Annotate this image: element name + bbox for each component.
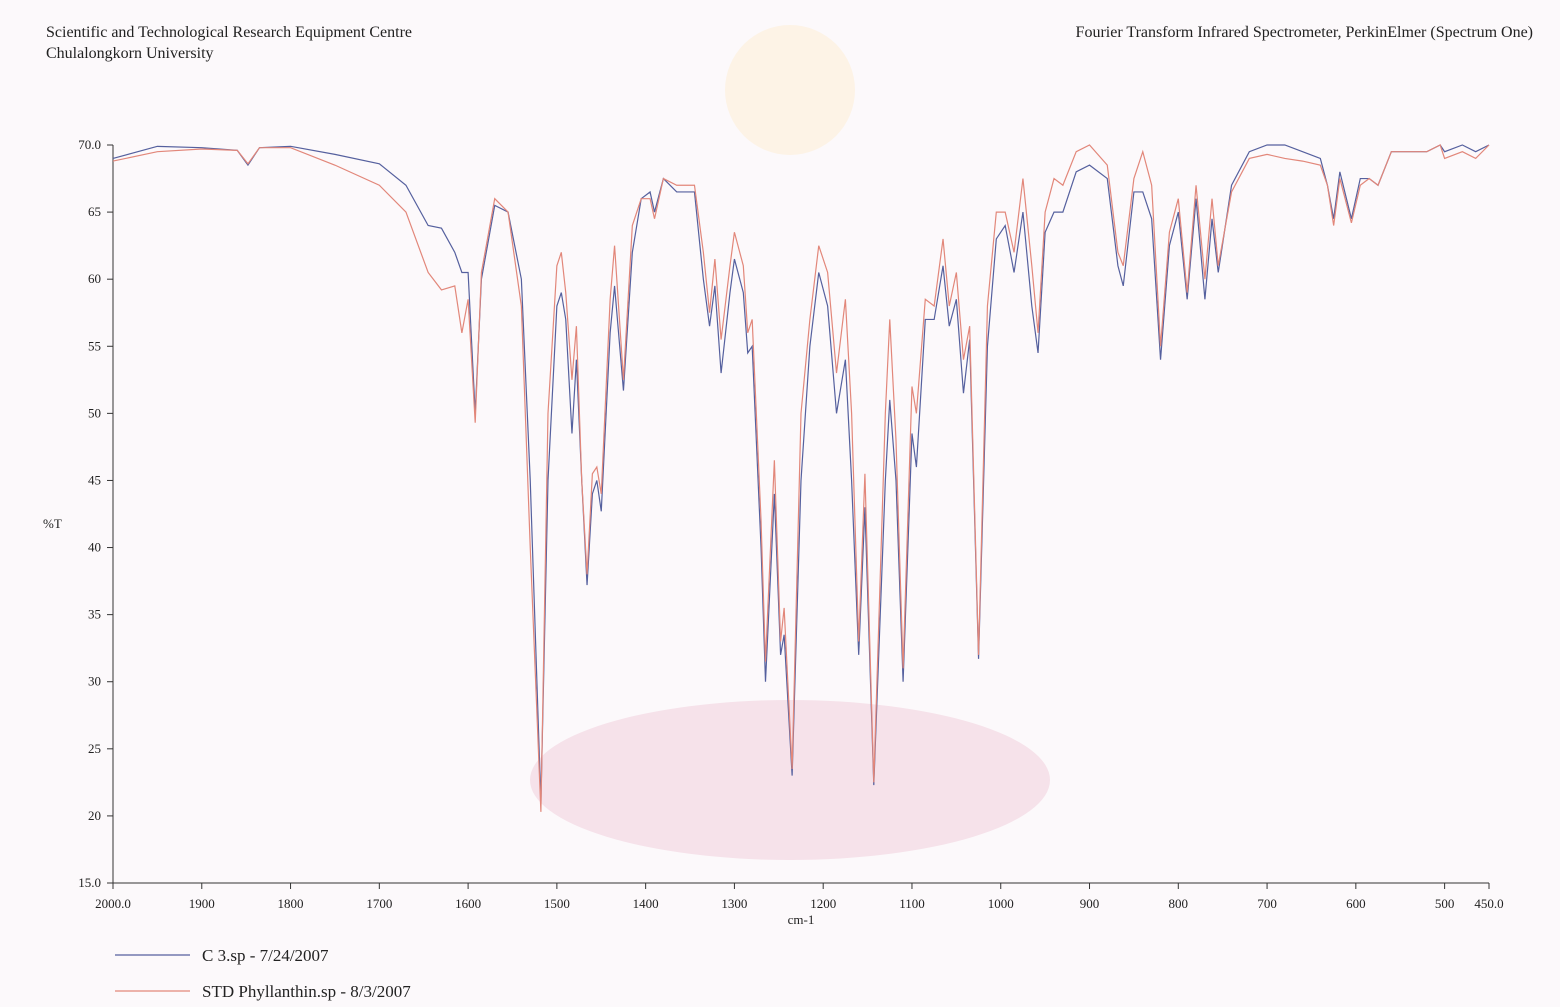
x-tick-label: 1300 bbox=[721, 896, 747, 911]
x-tick-label: 2000.0 bbox=[95, 896, 131, 911]
header-right: Fourier Transform Infrared Spectrometer,… bbox=[1076, 24, 1533, 41]
x-tick-label: 900 bbox=[1080, 896, 1100, 911]
y-tick-label: 40 bbox=[88, 540, 101, 555]
y-tick-label: 65 bbox=[88, 204, 101, 219]
x-tick-label: 1200 bbox=[810, 896, 836, 911]
legend-label: STD Phyllanthin.sp - 8/3/2007 bbox=[202, 982, 411, 1001]
x-tick-label: 1000 bbox=[988, 896, 1014, 911]
watermark bbox=[725, 25, 855, 155]
y-tick-label: 15.0 bbox=[78, 875, 101, 890]
x-tick-label: 800 bbox=[1169, 896, 1189, 911]
y-tick-label: 45 bbox=[88, 472, 101, 487]
y-axis-label: %T bbox=[43, 516, 62, 531]
x-tick-label: 500 bbox=[1435, 896, 1455, 911]
x-tick-label: 700 bbox=[1257, 896, 1277, 911]
x-tick-label: 1800 bbox=[278, 896, 304, 911]
y-tick-label: 60 bbox=[88, 271, 101, 286]
header-left: Scientific and Technological Research Eq… bbox=[46, 24, 412, 41]
x-tick-label: 1100 bbox=[899, 896, 925, 911]
x-axis-label: cm-1 bbox=[788, 912, 815, 927]
y-tick-label: 70.0 bbox=[78, 137, 101, 152]
spectrum-line bbox=[112, 144, 1490, 812]
legend-label: C 3.sp - 7/24/2007 bbox=[202, 946, 329, 965]
x-tick-label: 1500 bbox=[544, 896, 570, 911]
x-tick-label: 1900 bbox=[189, 896, 215, 911]
x-tick-label: 450.0 bbox=[1474, 896, 1503, 911]
x-tick-label: 1700 bbox=[366, 896, 392, 911]
x-tick-label: 600 bbox=[1346, 896, 1366, 911]
y-tick-label: 55 bbox=[88, 338, 101, 353]
header-left: Chulalongkorn University bbox=[46, 45, 214, 62]
x-tick-label: 1400 bbox=[633, 896, 659, 911]
y-tick-label: 25 bbox=[88, 741, 101, 756]
y-tick-label: 20 bbox=[88, 808, 101, 823]
y-tick-label: 30 bbox=[88, 674, 101, 689]
y-tick-label: 35 bbox=[88, 607, 101, 622]
x-tick-label: 1600 bbox=[455, 896, 481, 911]
watermark bbox=[530, 700, 1050, 860]
y-tick-label: 50 bbox=[88, 405, 101, 420]
